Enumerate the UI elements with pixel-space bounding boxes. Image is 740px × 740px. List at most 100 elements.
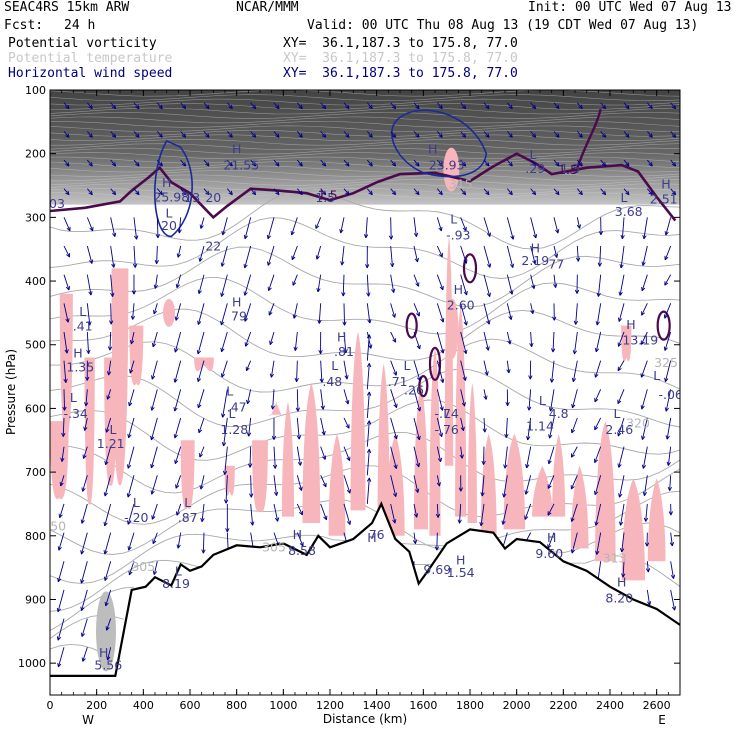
pink-plume [269, 402, 284, 417]
wind-vector-head [415, 190, 420, 196]
wind-vector [506, 159, 513, 167]
wind-vector [483, 131, 490, 138]
wind-vector-head [439, 285, 444, 291]
wind-vector-head [111, 190, 117, 196]
wind-vector [273, 503, 279, 522]
wind-vector [273, 131, 280, 138]
wind-vector-head [89, 226, 94, 232]
wind-vector [413, 245, 419, 263]
wind-vector-head [250, 521, 255, 526]
wind-vector [665, 217, 672, 236]
x-tick-label: 200 [86, 699, 107, 712]
wind-vector [156, 102, 163, 110]
extrema-label: .71 [388, 374, 408, 389]
wind-vector [250, 102, 257, 110]
pv-shading-streak [50, 98, 680, 106]
wind-vector [599, 246, 602, 267]
wind-vector-head [103, 521, 108, 527]
extrema-label: H [626, 317, 635, 332]
wind-vector [506, 331, 511, 345]
wind-vector [84, 417, 88, 431]
wind-vector [128, 417, 135, 438]
wind-vector [646, 188, 653, 195]
wind-vector [320, 188, 327, 195]
wind-vector [268, 274, 275, 291]
wind-vector-head [317, 319, 322, 324]
wind-vector-head [664, 377, 669, 383]
extrema-label: 3.68 [615, 204, 643, 219]
wind-vector-head [103, 492, 108, 497]
wind-vector-head [391, 162, 397, 167]
wind-vector [549, 417, 555, 439]
pink-plume [224, 465, 235, 496]
extrema-label: H [162, 175, 171, 190]
wind-vector-head [617, 366, 622, 372]
wind-vector [547, 532, 555, 549]
wind-vector [641, 274, 648, 291]
wind-vector [86, 131, 93, 138]
extrema-label: L [226, 384, 233, 399]
wind-vector [247, 389, 252, 404]
wind-vector [530, 188, 537, 195]
wind-vector-head [243, 264, 248, 269]
y-tick-label: 900 [25, 593, 46, 606]
wind-vector-head [570, 517, 575, 522]
wind-vector-head [415, 282, 420, 287]
wind-vector-head [127, 546, 132, 551]
wind-vector-head [131, 290, 137, 295]
wind-vector [366, 391, 370, 419]
wind-vector-head [128, 401, 133, 407]
model-title: SEAC4RS 15km ARW [4, 0, 130, 15]
wind-vector [177, 532, 182, 549]
wind-vector [226, 131, 233, 138]
wind-vector-head [618, 521, 624, 526]
wind-vector-head [299, 542, 304, 547]
pink-plume [163, 298, 175, 327]
wind-vector [460, 360, 466, 381]
wind-vector [221, 245, 228, 267]
wind-vector-head [594, 347, 600, 353]
wind-vector-head [505, 402, 510, 407]
wind-vector-head [436, 482, 441, 487]
wind-vector-head [81, 657, 86, 662]
extrema-label: 1.21 [97, 436, 125, 451]
wind-vector [320, 389, 324, 410]
wind-vector [63, 102, 70, 110]
wind-vector [600, 102, 607, 110]
wind-vector-head [175, 283, 180, 289]
wind-vector [109, 331, 112, 351]
wind-vector [548, 446, 555, 464]
pink-plume [429, 347, 441, 536]
wind-vector-head [88, 190, 93, 196]
wind-vector [294, 331, 298, 351]
wind-vector-head [105, 428, 110, 433]
wind-vector-head [321, 104, 327, 110]
wind-vector-head [620, 234, 625, 240]
extrema-label: 76 [369, 527, 385, 542]
pink-plume [350, 332, 366, 511]
extrema-label: 25.98 [153, 189, 189, 204]
wind-vector-head [366, 391, 372, 396]
wind-vector [343, 159, 350, 167]
extrema-label: L [653, 368, 660, 383]
wind-vector-head [175, 484, 180, 489]
wind-vector [506, 217, 514, 240]
wind-vector-head [526, 436, 531, 441]
wind-vector [618, 446, 625, 468]
wind-vector-head [251, 190, 257, 196]
wind-vector-head [132, 263, 138, 268]
wind-vector-head [86, 349, 91, 354]
wind-vector [58, 532, 65, 551]
wind-vector [665, 389, 672, 412]
wind-vector-head [576, 224, 582, 229]
y-tick-label: 400 [25, 275, 46, 288]
wind-vector-head [648, 133, 653, 138]
wind-vector-head [82, 454, 87, 459]
wind-vector-head [570, 453, 575, 458]
field-name-wind: Horizontal wind speed [8, 66, 173, 81]
y-axis-label: Pressure (hPa) [4, 349, 18, 435]
wind-vector-head [555, 133, 560, 138]
wind-vector [642, 245, 648, 266]
pv-contour [428, 346, 442, 381]
